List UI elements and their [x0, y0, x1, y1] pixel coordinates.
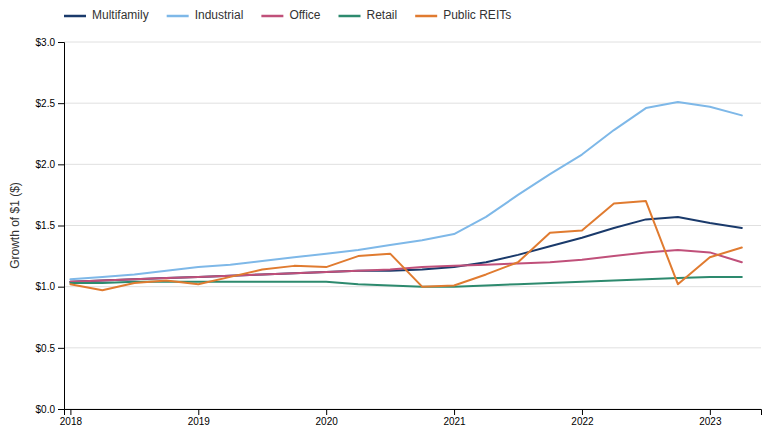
y-axis: $0.0 $0.5 $1.0 $1.5 $2.0 $2.5 $3.0 [36, 37, 65, 415]
y-axis-line [58, 43, 65, 410]
y-tick-label: $3.0 [36, 37, 56, 48]
x-axis-line [65, 410, 762, 416]
y-tick-label: $2.5 [36, 98, 56, 109]
y-tick-mark [58, 164, 64, 165]
legend-item: Multifamily [64, 8, 149, 22]
legend-swatch [261, 15, 283, 18]
legend-label: Retail [367, 8, 398, 22]
x-tick: 2019 [188, 409, 211, 427]
x-tick: 2018 [60, 409, 83, 427]
legend-swatch [339, 15, 361, 18]
y-tick: $3.0 [36, 37, 64, 48]
y-tick-label: $0.5 [36, 343, 56, 354]
y-tick-mark [58, 103, 64, 104]
legend-item: Office [261, 8, 320, 22]
y-tick: $2.0 [36, 159, 64, 170]
x-tick-label: 2022 [571, 416, 594, 427]
x-tick: 2021 [443, 409, 466, 427]
x-tick: 2023 [699, 409, 722, 427]
series-line [70, 250, 741, 282]
y-tick: $0.0 [36, 404, 64, 415]
grid-line [64, 103, 761, 104]
legend-swatch [64, 15, 86, 18]
x-tick-mark [198, 409, 199, 415]
x-tick-label: 2020 [316, 416, 339, 427]
y-tick-label: $2.0 [36, 159, 56, 170]
chart: 2018 2019 2020 2021 2022 2023 $0.0 $0.5 $1.0 $1.5… [0, 0, 781, 441]
grid-line [64, 42, 761, 43]
grid [64, 42, 761, 409]
legend-label: Multifamily [92, 8, 149, 22]
y-tick-label: $1.0 [36, 281, 56, 292]
series-line [70, 201, 741, 290]
y-tick-mark [58, 42, 64, 43]
y-tick: $0.5 [36, 343, 64, 354]
y-tick-label: $1.5 [36, 220, 56, 231]
legend-label: Office [289, 8, 320, 22]
grid-line [64, 347, 761, 348]
legend-label: Industrial [195, 8, 244, 22]
y-tick-mark [58, 287, 64, 288]
x-tick-mark [582, 409, 583, 415]
y-tick-mark [58, 226, 64, 227]
x-axis: 2018 2019 2020 2021 2022 2023 [60, 409, 762, 427]
legend-item: Retail [339, 8, 398, 22]
x-tick-label: 2018 [60, 416, 83, 427]
lines [70, 102, 741, 290]
y-axis-title: Growth of $1 ($) [8, 182, 22, 269]
legend-item: Public REITs [415, 8, 511, 22]
series-line [70, 217, 741, 282]
legend: Multifamily Industrial Office Retail Public … [64, 8, 511, 22]
x-tick: 2020 [316, 409, 339, 427]
x-tick-label: 2023 [699, 416, 722, 427]
y-tick: $2.5 [36, 98, 64, 109]
y-tick-mark [58, 409, 64, 410]
x-tick: 2022 [571, 409, 594, 427]
x-tick-label: 2021 [443, 416, 466, 427]
x-tick-mark [70, 409, 71, 415]
x-tick-mark [454, 409, 455, 415]
legend-swatch [167, 15, 189, 18]
legend-label: Public REITs [443, 8, 511, 22]
y-tick: $1.5 [36, 220, 64, 231]
legend-swatch [415, 15, 437, 18]
legend-item: Industrial [167, 8, 244, 22]
y-tick-mark [58, 348, 64, 349]
x-tick-mark [710, 409, 711, 415]
grid-line [64, 164, 761, 165]
y-tick: $1.0 [36, 281, 64, 292]
x-tick-mark [326, 409, 327, 415]
x-tick-label: 2019 [188, 416, 211, 427]
y-tick-label: $0.0 [36, 404, 56, 415]
plot: 2018 2019 2020 2021 2022 2023 $0.0 $0.5 $1.0 $1.5… [36, 37, 762, 427]
